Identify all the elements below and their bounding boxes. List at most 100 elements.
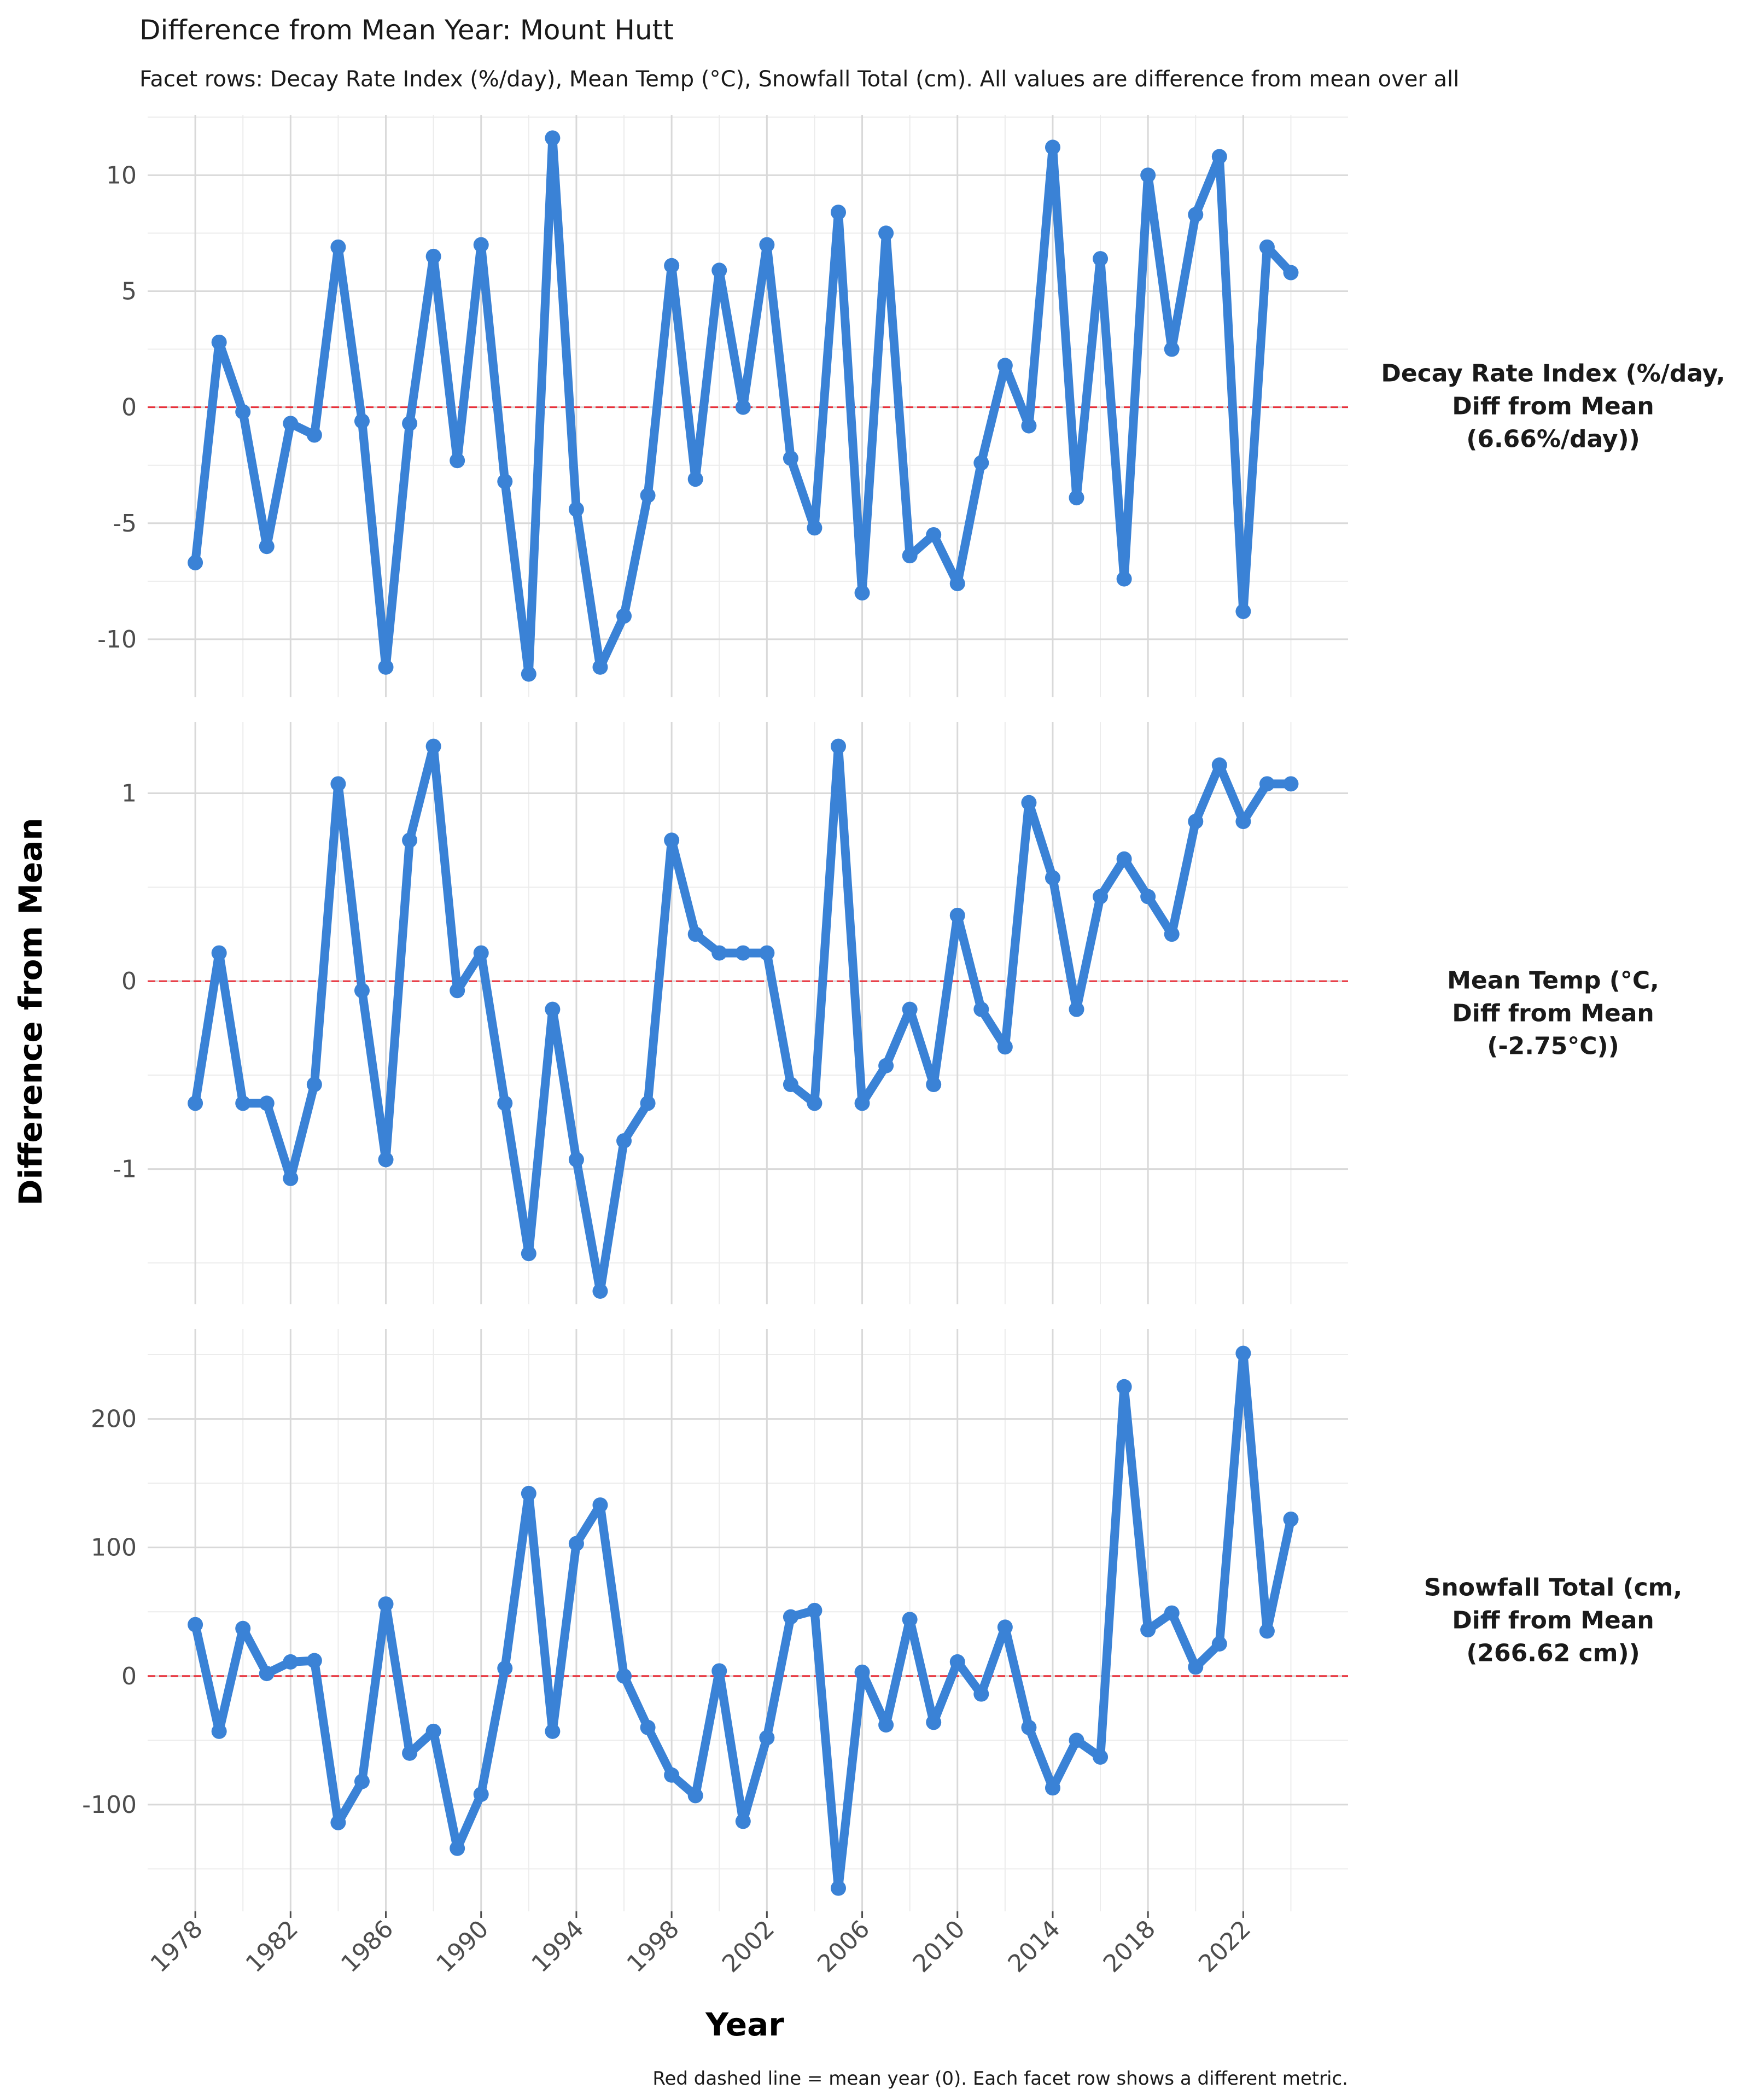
y-tick-label: 1 (121, 780, 137, 808)
data-point (592, 1283, 608, 1299)
data-point (402, 1745, 418, 1761)
data-point (1164, 341, 1180, 357)
data-point (616, 608, 632, 624)
facet-strip-label: Snowfall Total (cm, (1424, 1574, 1682, 1602)
data-point (473, 1787, 489, 1802)
data-point (735, 399, 751, 415)
data-point (664, 832, 680, 848)
data-point (1045, 139, 1060, 155)
data-point (521, 1485, 536, 1501)
data-point (973, 1001, 989, 1017)
data-point (425, 738, 441, 754)
facet-strip-label: Diff from Mean (1452, 393, 1654, 421)
data-point (378, 1596, 394, 1612)
data-point (759, 237, 775, 253)
data-point (783, 1609, 798, 1625)
facet-strip-label: Diff from Mean (1452, 1000, 1654, 1028)
data-point (878, 1717, 894, 1733)
x-axis-title: Year (705, 2006, 784, 2043)
data-point (1164, 926, 1180, 942)
data-point (521, 1246, 536, 1262)
data-point (450, 453, 465, 469)
y-tick-label: -10 (97, 626, 137, 654)
y-tick-label: 5 (121, 277, 137, 305)
data-point (997, 358, 1013, 374)
data-point (497, 1660, 513, 1676)
data-point (973, 1686, 989, 1702)
data-point (1188, 207, 1204, 223)
data-point (807, 520, 822, 536)
data-point (1140, 167, 1156, 183)
data-point (1235, 1345, 1251, 1361)
y-tick-label: 100 (91, 1534, 137, 1562)
data-point (926, 1077, 942, 1093)
data-point (949, 576, 965, 592)
data-point (1259, 239, 1275, 255)
data-point (283, 1170, 299, 1186)
data-point (854, 585, 870, 601)
facet-panel-3: -100 0 100 200 Snowfall Total (cm, Diff from … (82, 1329, 1682, 1911)
data-point (616, 1668, 632, 1684)
data-point (807, 1095, 822, 1111)
data-point (997, 1039, 1013, 1055)
x-tick-label: 2018 (1098, 1915, 1161, 1978)
data-point (330, 239, 346, 255)
data-point (402, 832, 418, 848)
y-tick-label: 200 (91, 1405, 137, 1433)
facet-strip-label: (-2.75°C)) (1487, 1032, 1619, 1060)
data-point (306, 427, 322, 443)
data-point (902, 1612, 918, 1628)
data-point (330, 1815, 346, 1830)
x-tick-label: 1986 (336, 1915, 399, 1978)
data-point (759, 1730, 775, 1746)
data-point (830, 205, 846, 220)
data-point (1211, 757, 1227, 773)
data-point (402, 416, 418, 431)
data-point (1211, 1636, 1227, 1652)
data-point (1045, 1780, 1060, 1796)
x-tick-label: 1998 (622, 1915, 685, 1978)
facet-panel-2: -1 0 1 Mean Temp (°C, Diff from Mean (-2.75°C… (113, 722, 1659, 1304)
y-tick-label: -1 (113, 1156, 137, 1183)
x-tick-label: 2022 (1193, 1915, 1256, 1978)
data-point (735, 1813, 751, 1829)
data-point (450, 1840, 465, 1856)
data-point (259, 539, 275, 555)
data-point (425, 1723, 441, 1739)
data-point (235, 1620, 251, 1636)
data-point (878, 1058, 894, 1074)
data-point (783, 450, 798, 466)
data-point (473, 237, 489, 253)
x-tick-label: 1994 (526, 1915, 589, 1978)
data-point (545, 1723, 561, 1739)
data-point (450, 983, 465, 999)
data-point (687, 471, 703, 487)
data-point (1235, 814, 1251, 830)
data-point (188, 555, 203, 570)
data-point (711, 945, 727, 961)
data-point (664, 1767, 680, 1783)
data-point (973, 455, 989, 471)
data-point (1021, 1719, 1037, 1735)
data-point (1021, 418, 1037, 434)
data-point (711, 1663, 727, 1679)
data-point (1069, 1732, 1084, 1748)
chart-caption: Red dashed line = mean year (0). Each fa… (652, 2068, 1348, 2090)
data-point (687, 926, 703, 942)
data-point (1116, 1379, 1132, 1395)
y-tick-label: 0 (121, 1662, 137, 1690)
data-point (1164, 1605, 1180, 1621)
data-point (283, 1654, 299, 1670)
data-point (1140, 889, 1156, 905)
facet-strip-label: (266.62 cm)) (1466, 1640, 1640, 1667)
data-point (378, 1152, 394, 1168)
data-point (1069, 490, 1084, 506)
data-point (640, 1719, 656, 1735)
data-point (949, 1654, 965, 1670)
data-point (1259, 1623, 1275, 1639)
data-point (568, 1536, 584, 1551)
data-point (830, 738, 846, 754)
data-point (926, 1714, 942, 1730)
data-point (640, 1095, 656, 1111)
